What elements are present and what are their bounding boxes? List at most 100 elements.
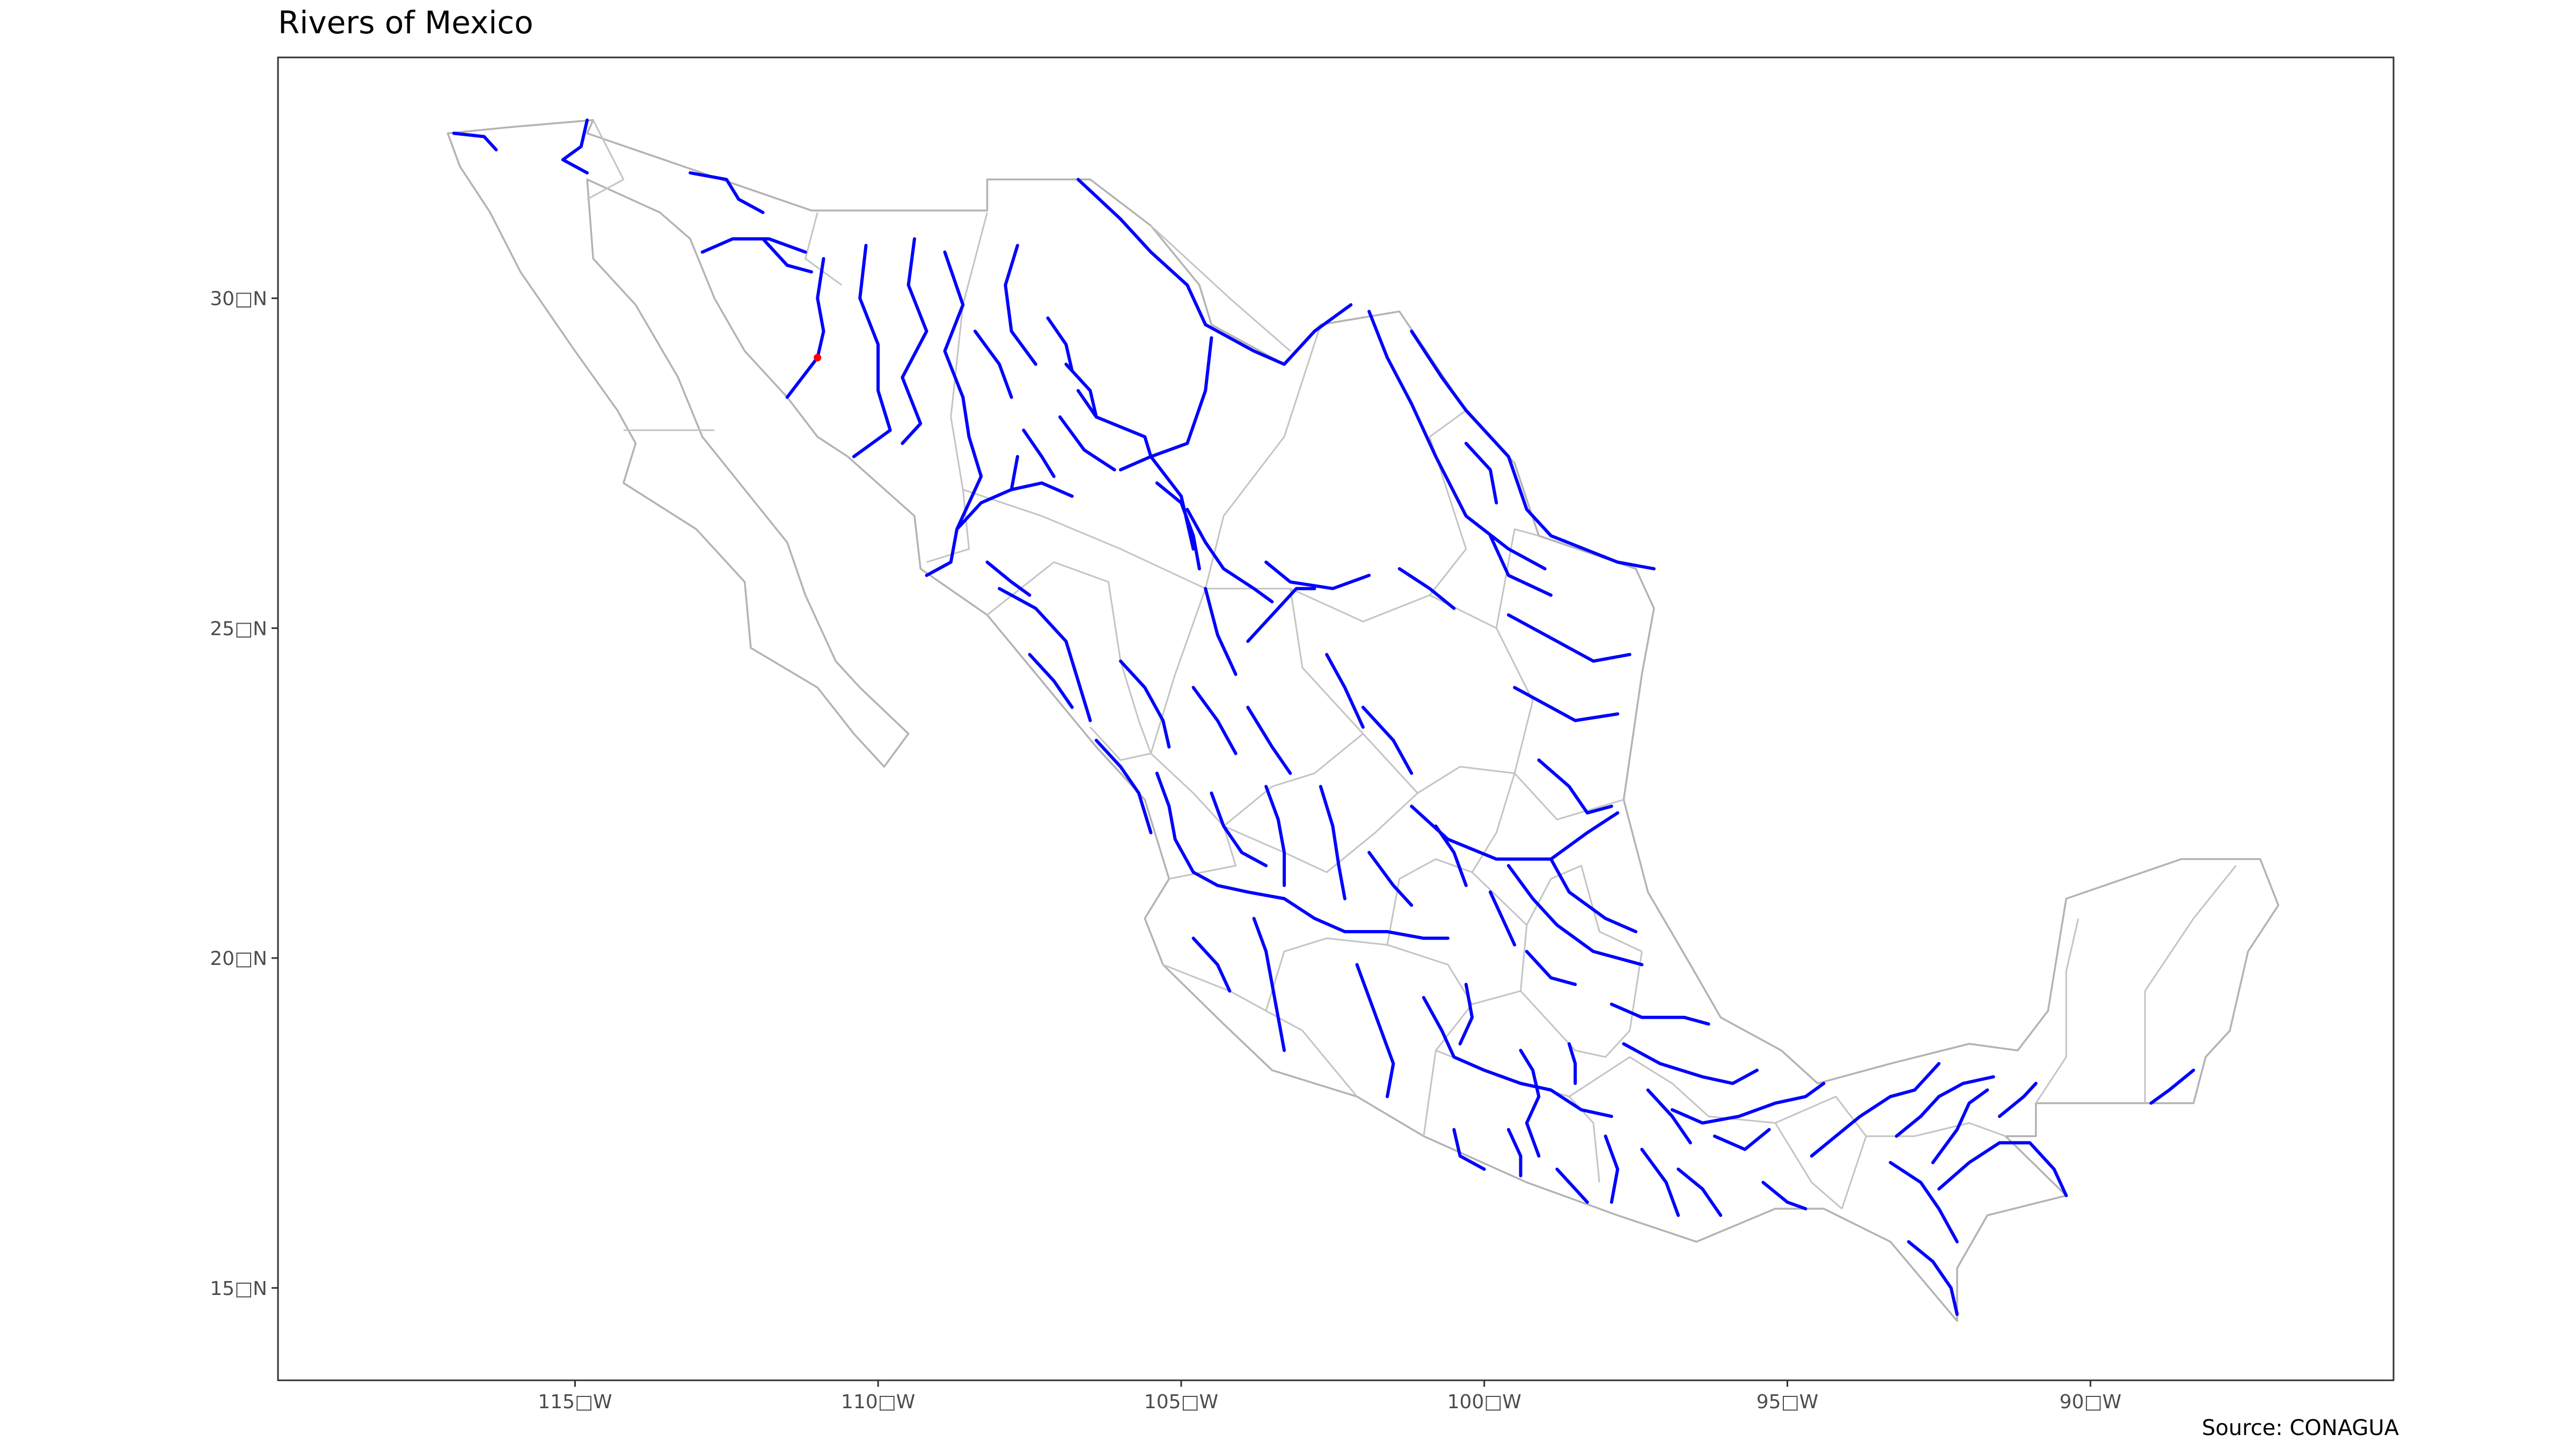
river-67 <box>1506 1128 1523 1177</box>
state-border-16 <box>1472 865 1643 953</box>
river-60 <box>1191 936 1232 993</box>
state-border-10 <box>1223 733 1364 827</box>
river-79 <box>1155 481 1201 570</box>
x-tick-label-5: 90□W <box>2060 1391 2121 1413</box>
river-62 <box>1422 996 1613 1118</box>
river-26 <box>1513 686 1620 722</box>
y-tick-label-2: 25□N <box>210 618 267 640</box>
river-66 <box>1452 1128 1486 1171</box>
state-border-7 <box>1429 528 1539 629</box>
state-border-24 <box>2144 865 2237 1103</box>
river-5 <box>785 257 825 399</box>
x-tick-label-2: 105□W <box>1144 1391 1218 1413</box>
river-41 <box>1937 1141 2068 1197</box>
river-49 <box>1204 587 1238 676</box>
y-tick-label-3: 30□N <box>210 288 267 310</box>
river-43 <box>1889 1161 1959 1243</box>
river-7 <box>901 237 928 445</box>
state-border-23 <box>2035 918 2080 1104</box>
river-13 <box>985 560 1031 597</box>
river-2 <box>689 171 765 214</box>
river-16 <box>1077 389 1153 458</box>
state-border-5 <box>986 561 1152 754</box>
river-15 <box>1204 323 1286 366</box>
river-22 <box>1367 310 1547 570</box>
mexico-coastline <box>447 119 2280 1322</box>
river-70 <box>1646 1088 1692 1145</box>
x-tick-label-3: 100□W <box>1447 1391 1521 1413</box>
map-layer <box>447 118 2280 1322</box>
river-0 <box>452 131 498 152</box>
river-33 <box>1622 1042 1759 1085</box>
state-borders <box>587 120 2237 1210</box>
river-83 <box>1046 316 1074 372</box>
river-11 <box>955 455 1019 531</box>
river-8 <box>943 250 965 399</box>
river-45 <box>1997 1081 2038 1118</box>
river-38 <box>1761 1181 1807 1211</box>
river-36 <box>1677 1167 1723 1217</box>
river-20 <box>1283 303 1353 366</box>
river-35 <box>1713 1128 1771 1151</box>
river-39 <box>1810 1062 1941 1158</box>
state-border-25 <box>1150 225 1291 352</box>
river-78 <box>1397 567 1456 610</box>
state-border-18 <box>1472 990 1521 1005</box>
source-caption: Source: CONAGUA <box>2201 1416 2399 1440</box>
river-14 <box>1077 178 1208 326</box>
river-63 <box>1458 983 1474 1045</box>
river-56 <box>1210 791 1268 867</box>
river-46 <box>2149 1069 2196 1105</box>
river-72 <box>1434 824 1468 887</box>
state-border-0 <box>587 120 625 200</box>
x-tick-label-1: 110□W <box>841 1391 915 1413</box>
y-tick-label-0: 15□N <box>210 1278 267 1300</box>
river-47 <box>1185 508 1274 604</box>
x-axis: 115□W 110□W 105□W 100□W 95□W 90□W <box>538 1380 2121 1413</box>
river-76 <box>1246 706 1292 775</box>
river-75 <box>1325 653 1365 729</box>
river-12 <box>1009 481 1074 498</box>
panel-border <box>277 56 2395 1381</box>
river-50 <box>1264 560 1371 590</box>
river-37 <box>1640 1147 1680 1217</box>
state-border-22 <box>1841 1136 1867 1209</box>
state-border-26 <box>804 212 843 286</box>
state-border-2 <box>926 212 988 563</box>
river-34 <box>1670 1081 1826 1125</box>
river-17 <box>1064 362 1098 419</box>
river-65 <box>1567 1042 1577 1085</box>
river-71 <box>1367 851 1414 907</box>
river-9 <box>973 330 1013 399</box>
river-10 <box>925 396 983 577</box>
river-61 <box>1355 963 1395 1099</box>
river-3 <box>700 237 807 254</box>
river-30 <box>1506 864 1644 967</box>
x-tick-label-0: 115□W <box>538 1391 612 1413</box>
river-80 <box>1058 415 1116 472</box>
river-24 <box>1489 534 1553 597</box>
state-border-21 <box>1775 1095 2006 1137</box>
river-42 <box>1931 1088 1989 1165</box>
y-tick-label-1: 20□N <box>210 948 267 970</box>
map-title: Rivers of Mexico <box>278 4 533 41</box>
river-53 <box>1094 738 1153 835</box>
river-32 <box>1609 1002 1710 1026</box>
river-31 <box>1525 949 1577 986</box>
river-44 <box>1907 1240 1959 1316</box>
state-border-20 <box>1569 1056 1843 1210</box>
river-21 <box>1410 330 1656 570</box>
river-27 <box>1537 758 1613 815</box>
river-69 <box>1555 1167 1589 1204</box>
river-6 <box>852 244 892 458</box>
river-18 <box>1149 336 1213 458</box>
state-border-12 <box>1223 792 1418 873</box>
state-border-14 <box>1265 937 1473 1137</box>
highlighted-river-point <box>814 354 822 362</box>
river-51 <box>998 587 1092 722</box>
river-23 <box>1464 442 1498 504</box>
river-52 <box>1028 653 1074 709</box>
river-82 <box>1004 244 1037 366</box>
river-55 <box>1155 771 1450 940</box>
river-4 <box>761 237 813 274</box>
